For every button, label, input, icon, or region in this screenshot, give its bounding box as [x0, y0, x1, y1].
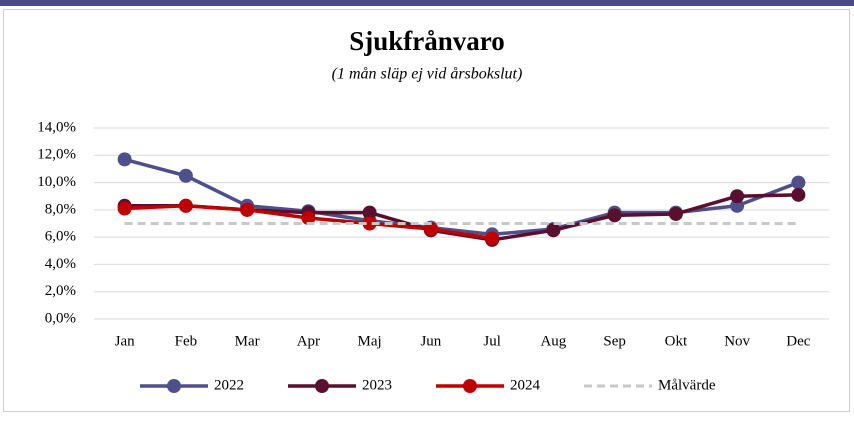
legend-marker	[167, 379, 181, 393]
x-tick-label: Mar	[235, 333, 260, 349]
data-point	[240, 202, 255, 217]
legend-label: 2023	[362, 377, 392, 393]
data-point	[485, 231, 500, 246]
data-point	[607, 208, 622, 223]
data-point	[668, 206, 683, 221]
y-tick-label: 2,0%	[45, 283, 76, 299]
data-point	[423, 221, 438, 236]
x-tick-label: Jan	[115, 333, 135, 349]
data-point	[117, 201, 132, 216]
x-tick-label: Sep	[603, 333, 626, 349]
x-tick-label: Nov	[724, 333, 750, 349]
x-tick-label: Jun	[420, 333, 441, 349]
chart-title: Sjukfrånvaro	[349, 26, 505, 56]
x-tick-label: Dec	[786, 333, 810, 349]
data-point	[117, 152, 132, 167]
legend-label: 2024	[510, 377, 541, 393]
x-tick-label: Okt	[665, 333, 688, 349]
data-point	[362, 205, 377, 220]
x-tick-label: Apr	[297, 333, 320, 349]
x-tick-label: Maj	[358, 333, 382, 349]
top-bar	[0, 0, 854, 6]
y-tick-label: 14,0%	[37, 119, 76, 135]
data-point	[178, 198, 193, 213]
data-point	[546, 223, 561, 238]
y-tick-label: 8,0%	[45, 201, 76, 217]
y-tick-label: 4,0%	[45, 256, 76, 272]
chart-subtitle: (1 mån släp ej vid årsbokslut)	[332, 66, 523, 83]
x-tick-label: Aug	[540, 333, 566, 349]
y-tick-label: 10,0%	[37, 174, 76, 190]
data-point	[791, 175, 806, 190]
legend-label: 2022	[214, 377, 244, 393]
y-tick-label: 12,0%	[37, 147, 76, 163]
y-tick-label: 6,0%	[45, 229, 76, 245]
legend-label: Målvärde	[658, 377, 716, 393]
chart-border	[3, 9, 850, 412]
data-point	[178, 168, 193, 183]
data-point	[791, 187, 806, 202]
x-tick-label: Jul	[483, 333, 501, 349]
data-point	[362, 216, 377, 231]
y-tick-label: 0,0%	[45, 310, 76, 326]
legend-marker	[315, 379, 329, 393]
data-point	[301, 211, 316, 226]
legend-marker	[463, 379, 477, 393]
x-tick-label: Feb	[175, 333, 198, 349]
data-point	[730, 189, 745, 204]
